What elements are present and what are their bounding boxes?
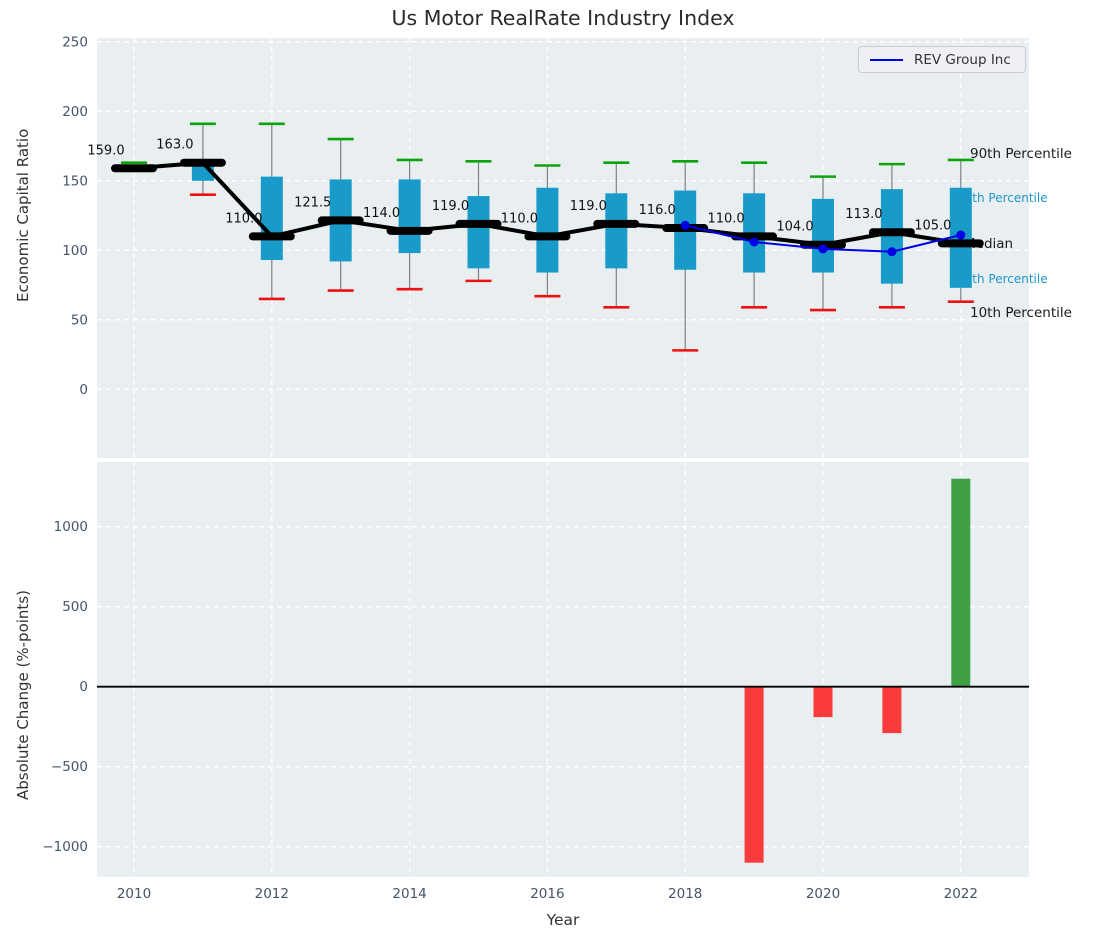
median-value-label-2017: 119.0 bbox=[570, 199, 607, 214]
y-tick-bottom: 1000 bbox=[54, 519, 88, 535]
x-tick-2016: 2016 bbox=[530, 886, 564, 902]
iqr-box-2015 bbox=[467, 196, 490, 269]
y-tick-top: 200 bbox=[62, 104, 88, 120]
y-tick-top: 0 bbox=[79, 382, 88, 398]
median-value-label-2013: 121.5 bbox=[294, 195, 331, 210]
median-value-label-2011: 163.0 bbox=[156, 138, 193, 153]
median-value-label-2020: 104.0 bbox=[776, 220, 813, 235]
y-tick-bottom: 500 bbox=[62, 599, 88, 615]
change-bar-2022 bbox=[951, 478, 971, 687]
legend-label: REV Group Inc bbox=[914, 51, 1011, 68]
y-tick-bottom: 0 bbox=[79, 679, 88, 695]
x-axis-label: Year bbox=[546, 911, 580, 929]
axes-background-bottom bbox=[97, 462, 1029, 877]
x-tick-2020: 2020 bbox=[806, 886, 840, 902]
y-tick-top: 150 bbox=[62, 173, 88, 189]
legend: REV Group Inc bbox=[858, 46, 1026, 73]
annotation-90th-percentile: 90th Percentile bbox=[970, 146, 1072, 162]
change-bar-2019 bbox=[744, 686, 764, 863]
iqr-box-2014 bbox=[398, 179, 421, 254]
chart-title: Us Motor RealRate Industry Index bbox=[391, 6, 735, 30]
median-value-label-2021: 113.0 bbox=[845, 207, 882, 222]
x-tick-2010: 2010 bbox=[117, 886, 151, 902]
x-tick-2012: 2012 bbox=[255, 886, 289, 902]
y-tick-bottom: −1000 bbox=[42, 839, 88, 855]
annotation-75th-percentile: 75th Percentile bbox=[957, 191, 1048, 205]
iqr-box-2017 bbox=[605, 193, 628, 269]
x-tick-2014: 2014 bbox=[392, 886, 426, 902]
iqr-box-2020 bbox=[812, 198, 834, 273]
median-value-label-2010: 159.0 bbox=[87, 143, 124, 158]
x-tick-2018: 2018 bbox=[668, 886, 702, 902]
y-tick-top: 100 bbox=[62, 243, 88, 259]
change-bar-2021 bbox=[882, 686, 902, 734]
iqr-box-2012 bbox=[260, 176, 283, 261]
median-value-label-2012: 110.0 bbox=[225, 211, 262, 226]
median-value-label-2019: 110.0 bbox=[707, 211, 744, 226]
annotation-25th-percentile: 25th Percentile bbox=[957, 272, 1048, 286]
iqr-box-2016 bbox=[536, 187, 559, 273]
axes-background-top bbox=[97, 38, 1029, 458]
median-value-label-2015: 119.0 bbox=[432, 199, 469, 214]
y-tick-bottom: −500 bbox=[51, 759, 88, 775]
series-point-2021 bbox=[887, 247, 897, 257]
y-tick-top: 250 bbox=[62, 34, 88, 50]
x-tick-2022: 2022 bbox=[944, 886, 978, 902]
median-value-label-2018: 116.0 bbox=[639, 203, 676, 218]
annotation-10th-percentile: 10th Percentile bbox=[970, 305, 1072, 321]
median-value-label-2014: 114.0 bbox=[363, 206, 400, 221]
legend-line-icon bbox=[870, 58, 903, 61]
series-point-2020 bbox=[818, 244, 828, 254]
iqr-box-2021 bbox=[880, 189, 903, 284]
y-tick-top: 50 bbox=[71, 312, 88, 328]
median-value-label-2016: 110.0 bbox=[501, 211, 538, 226]
series-point-2019 bbox=[749, 237, 759, 247]
series-point-2022 bbox=[956, 230, 966, 240]
bottom-y-axis-label: Absolute Change (%-points) bbox=[14, 590, 32, 800]
change-bar-2020 bbox=[813, 686, 833, 718]
median-value-label-2022: 105.0 bbox=[914, 218, 951, 233]
series-point-2018 bbox=[680, 220, 690, 230]
top-y-axis-label: Economic Capital Ratio bbox=[14, 128, 32, 302]
